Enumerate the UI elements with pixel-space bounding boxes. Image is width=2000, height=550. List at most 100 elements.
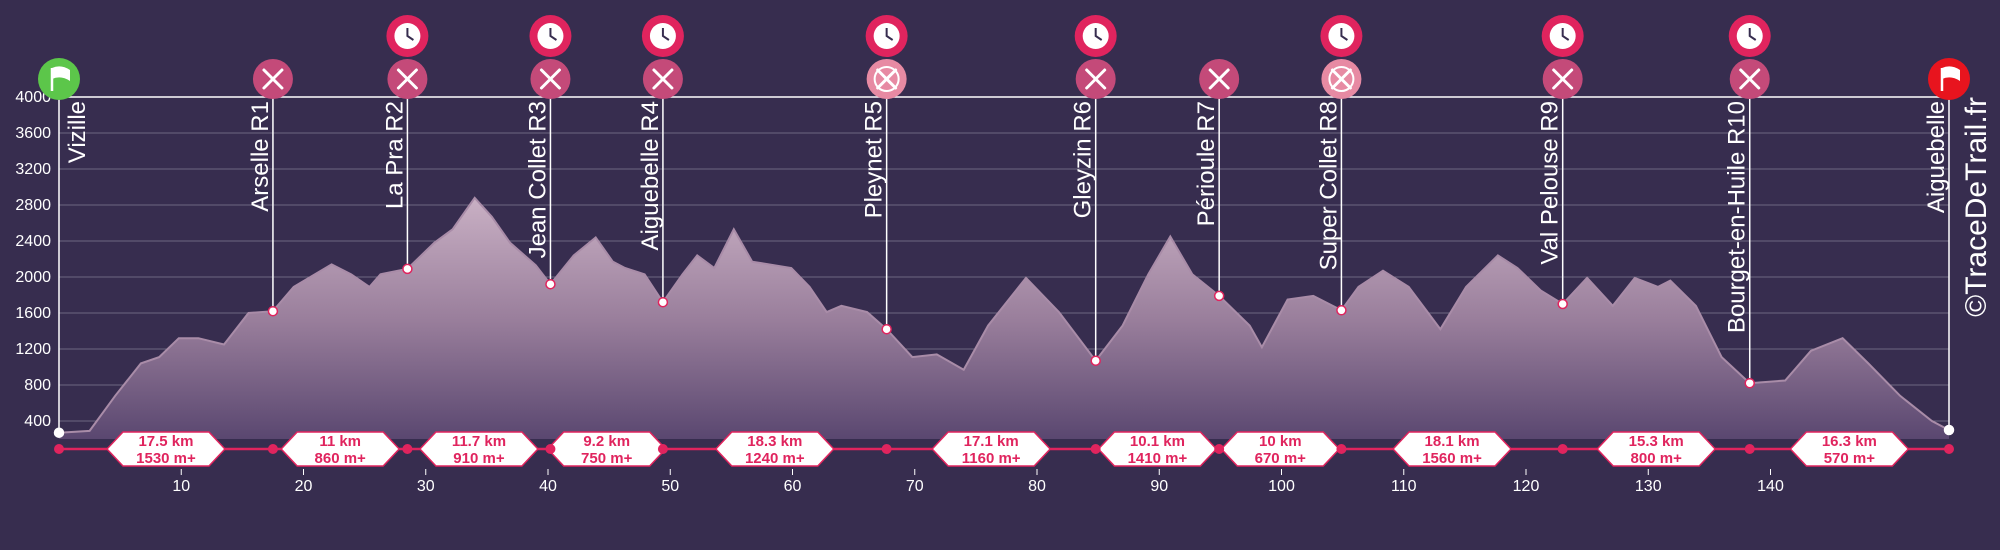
x-tick-label: 50: [661, 478, 679, 495]
segment-distance: 10 km: [1259, 433, 1302, 450]
station-label: Val Pelouse R9: [1537, 101, 1564, 265]
station-label: Bourget-en-Huile R10: [1724, 101, 1751, 333]
x-tick-label: 10: [172, 478, 190, 495]
segment-distance: 11 km: [319, 433, 361, 450]
x-tick-label: 90: [1150, 478, 1168, 495]
station-label: Super Collet R8: [1315, 101, 1342, 270]
watermark: ©TraceDeTrail.fr: [1960, 97, 1993, 317]
station-point: [267, 305, 279, 317]
flag-badge: [1928, 58, 1970, 100]
segment-gain: 1410 m+: [1128, 450, 1188, 467]
clock-hands: [1748, 28, 1757, 41]
clock-hands: [406, 28, 414, 41]
station-icon: [386, 15, 429, 99]
clock-hands: [1561, 28, 1570, 41]
station-icon: [1199, 59, 1240, 99]
x-tick-label: 20: [295, 478, 313, 495]
segment-distance: 17.5 km: [138, 433, 193, 450]
station-point: [53, 427, 65, 438]
y-tick-label: 3200: [15, 161, 51, 178]
station-icon: [252, 59, 293, 99]
segment-distance: 18.1 km: [1425, 433, 1480, 450]
flag-cloth: [52, 66, 70, 81]
station-dot: [402, 444, 413, 454]
y-tick-label: 3600: [15, 125, 51, 142]
y-tick-label: 1200: [15, 341, 51, 358]
segment-distance: 18.3 km: [747, 433, 802, 450]
station-label: Aiguebelle: [1923, 101, 1950, 213]
flag-badge: [38, 58, 80, 100]
station-dot: [267, 444, 278, 454]
y-tick-label: 2400: [15, 233, 51, 250]
station-label: Gleyzin R6: [1070, 101, 1097, 218]
station-dot: [1336, 444, 1347, 454]
segment-distance: 15.3 km: [1629, 433, 1684, 450]
segment-badge: [418, 431, 539, 467]
elevation-line: [58, 196, 1950, 434]
station-icon: [1541, 15, 1584, 99]
segment-gain: 860 m+: [315, 450, 367, 467]
x-tick-label: 140: [1757, 478, 1784, 495]
segment-distance: 17.1 km: [964, 433, 1019, 450]
x-tick-label: 110: [1391, 478, 1417, 495]
segment-distance: 9.2 km: [583, 433, 630, 450]
station-icon: [1320, 15, 1363, 99]
plate: [1328, 66, 1355, 92]
plate: [873, 66, 900, 92]
y-tick-label: 800: [24, 377, 51, 394]
segment-gain: 800 m+: [1631, 450, 1683, 467]
x-tick-label: 100: [1268, 478, 1295, 495]
station-label: Arselle R1: [247, 101, 274, 212]
station-dot: [1744, 444, 1755, 454]
knife: [876, 68, 898, 90]
station-label: Aiguebelle R4: [637, 101, 664, 250]
x-tick-label: 30: [417, 478, 435, 495]
clock-hands: [885, 28, 894, 41]
knife: [1085, 68, 1107, 90]
knife: [1739, 68, 1761, 90]
station-label: Vizille: [64, 101, 91, 163]
knife: [539, 68, 561, 90]
station-point: [881, 323, 892, 335]
station-icon: [865, 15, 908, 99]
station-icon: [1928, 58, 1970, 100]
station-point: [1336, 305, 1347, 316]
y-tick-label: 2800: [15, 197, 51, 214]
x-tick-label: 40: [539, 478, 557, 495]
station-dot: [1944, 444, 1954, 454]
x-tick-label: 70: [906, 478, 924, 495]
segment-badge: [280, 431, 401, 467]
y-tick-label: 2000: [15, 269, 51, 286]
knife: [1552, 68, 1574, 90]
x-tick-label: 130: [1635, 478, 1662, 495]
clock-hands: [549, 28, 558, 41]
knife: [1208, 68, 1230, 90]
segment-gain: 570 m+: [1824, 450, 1876, 467]
station-point: [1090, 355, 1101, 366]
knife: [262, 68, 284, 90]
station-dot: [1557, 444, 1568, 454]
segment-badge: [714, 431, 835, 467]
elevation-area: [59, 197, 1949, 439]
knife: [652, 68, 674, 90]
station-point: [1744, 377, 1755, 389]
segment-badge: [931, 431, 1052, 467]
segment-badge: [105, 431, 226, 467]
x-tick-label: 120: [1513, 478, 1540, 495]
clock-hands: [1094, 28, 1103, 41]
station-point: [402, 263, 413, 275]
knife: [396, 68, 418, 90]
station-icon: [1728, 15, 1771, 99]
segment-badge: [1596, 431, 1717, 467]
segment-gain: 1560 m+: [1422, 450, 1482, 467]
station-dot: [545, 444, 556, 454]
knife: [1330, 68, 1352, 90]
segment-distance: 10.1 km: [1130, 433, 1185, 450]
station-icon: [1074, 15, 1117, 99]
station-point: [657, 296, 669, 308]
station-dot: [54, 444, 64, 454]
station-dot: [1090, 444, 1101, 454]
station-label: La Pra R2: [381, 101, 408, 209]
